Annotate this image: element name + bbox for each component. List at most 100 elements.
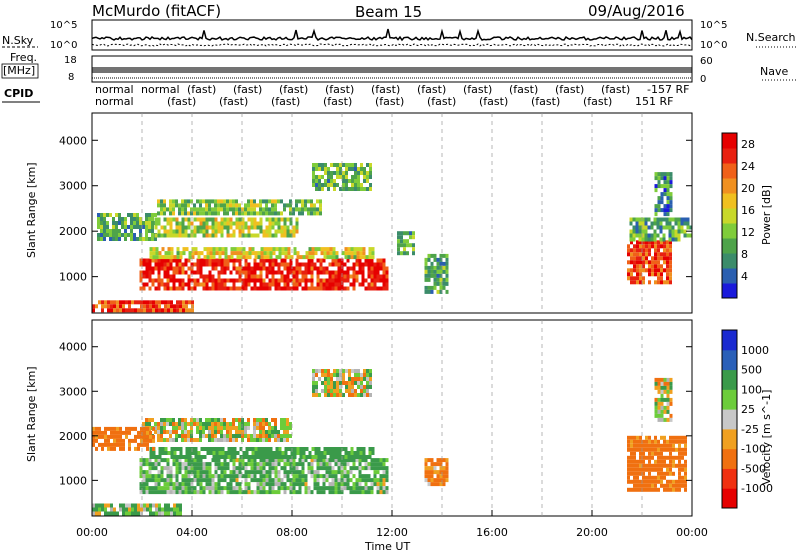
colorbar-swatch [722, 193, 737, 209]
data-cell [230, 247, 234, 252]
data-cell [280, 270, 284, 275]
data-cell [187, 486, 191, 491]
data-cell [636, 439, 639, 444]
data-cell [292, 229, 296, 234]
data-cell [382, 286, 386, 291]
data-cell [250, 490, 254, 495]
data-cell [442, 285, 446, 290]
data-cell [648, 479, 651, 484]
data-cell [633, 256, 636, 261]
data-cell [217, 490, 221, 495]
data-cell [142, 270, 146, 275]
data-cell [128, 511, 131, 516]
data-cell [247, 418, 250, 422]
data-cell [211, 430, 214, 434]
data-cell [283, 458, 287, 463]
ytick-label: 2000 [59, 430, 87, 443]
data-cell [151, 478, 155, 483]
data-cell [250, 278, 254, 283]
data-cell [148, 466, 152, 471]
data-cell [148, 258, 152, 263]
data-cell [436, 462, 440, 467]
data-cell [223, 418, 226, 422]
data-cell [220, 434, 223, 438]
data-cell [642, 459, 645, 464]
data-cell [229, 270, 233, 275]
data-cell [187, 482, 191, 487]
data-cell [403, 239, 406, 244]
data-cell [259, 274, 263, 279]
data-cell [301, 262, 305, 267]
data-cell [678, 483, 681, 488]
data-cell [678, 439, 681, 444]
data-cell [283, 426, 286, 430]
data-cell [307, 466, 311, 471]
data-cell [666, 280, 669, 285]
data-cell [268, 286, 272, 291]
data-cell [259, 282, 263, 287]
data-cell [193, 278, 197, 283]
data-cell [217, 426, 220, 430]
data-cell [238, 258, 242, 263]
data-cell [289, 490, 293, 495]
data-cell [651, 260, 654, 265]
data-cell [259, 278, 263, 283]
data-cell [299, 455, 303, 459]
data-cell [187, 458, 191, 463]
data-cell [190, 430, 193, 434]
data-cell [166, 233, 170, 238]
data-cell [636, 248, 639, 253]
data-cell [244, 282, 248, 287]
data-cell [353, 451, 357, 455]
data-cell [370, 258, 374, 263]
data-cell [154, 225, 158, 230]
data-cell [636, 264, 639, 269]
data-cell [250, 274, 254, 279]
colorbar-swatch [722, 369, 737, 390]
data-cell [269, 455, 273, 459]
data-cell [663, 192, 667, 197]
data-cell [190, 434, 193, 438]
data-cell [645, 244, 648, 249]
data-cell [373, 458, 377, 463]
data-cell [229, 221, 233, 226]
data-cell [642, 256, 645, 261]
data-cell [191, 251, 195, 256]
data-cell [215, 251, 219, 256]
data-cell [363, 179, 366, 183]
data-cell [253, 490, 257, 495]
data-cell [160, 211, 163, 216]
data-cell [662, 237, 666, 242]
data-cell [327, 167, 330, 171]
data-cell [235, 203, 238, 208]
data-cell [280, 466, 284, 471]
data-cell [318, 175, 321, 179]
data-cell [239, 255, 243, 260]
data-cell [163, 466, 167, 471]
data-cell [170, 447, 174, 451]
data-cell [217, 466, 221, 471]
data-cell [439, 478, 443, 483]
data-cell [662, 217, 666, 222]
data-cell [98, 430, 101, 435]
data-cell [293, 447, 297, 451]
data-cell [666, 260, 669, 265]
data-cell [304, 490, 308, 495]
data-cell [202, 211, 205, 216]
data-cell [316, 274, 320, 279]
data-cell [244, 470, 248, 475]
data-cell [268, 466, 272, 471]
data-cell [660, 200, 664, 205]
data-cell [354, 369, 357, 373]
data-cell [181, 434, 184, 438]
data-cell [322, 486, 326, 491]
data-cell [155, 255, 159, 260]
data-cell [674, 229, 678, 234]
data-cell [648, 280, 651, 285]
data-cell [274, 211, 277, 216]
data-cell [265, 474, 269, 479]
data-cell [97, 217, 100, 221]
data-cell [642, 268, 645, 273]
data-cell [113, 426, 116, 431]
data-cell [205, 282, 209, 287]
